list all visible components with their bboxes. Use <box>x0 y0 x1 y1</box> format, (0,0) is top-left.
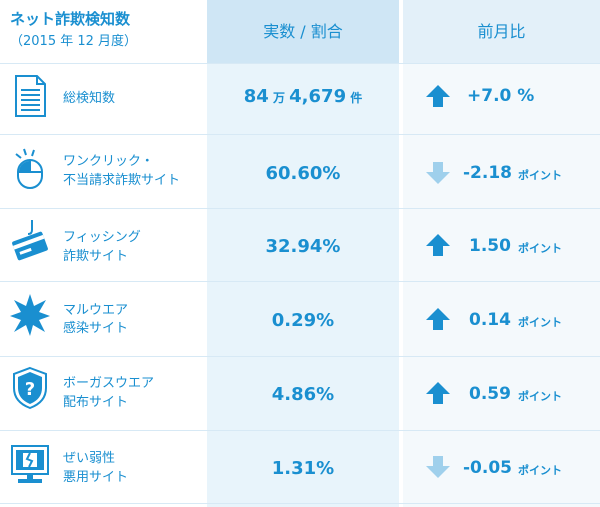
change-unit: ポイント <box>518 390 562 403</box>
change-unit: ポイント <box>518 464 562 477</box>
row-label-line2: 配布サイト <box>63 395 129 410</box>
credit-card-hook-icon <box>10 218 50 262</box>
row-change: 1.50 <box>469 236 511 256</box>
row-value: 0.29% <box>271 310 335 331</box>
row-value: 32.94% <box>265 236 341 257</box>
arrow-down-icon <box>425 161 451 185</box>
divider <box>0 63 600 64</box>
row-label: 総検知数 <box>63 91 116 106</box>
mouse-click-icon <box>10 146 50 190</box>
row-change: -0.05 <box>463 458 512 478</box>
change-unit: ポイント <box>518 169 562 182</box>
arrow-up-icon <box>425 381 451 405</box>
divider <box>0 281 600 282</box>
divider <box>0 356 600 357</box>
arrow-up-icon <box>425 307 451 331</box>
arrow-up-icon <box>425 233 451 257</box>
row-value: 4.86% <box>271 384 335 405</box>
row-value: 60.60% <box>265 163 341 184</box>
arrow-down-icon <box>425 455 451 479</box>
row-label-line2: 悪用サイト <box>63 470 129 485</box>
value-column <box>207 0 399 507</box>
broken-monitor-icon <box>10 442 50 486</box>
row-value: 1.31% <box>271 458 335 479</box>
row-change: 0.59 <box>469 384 511 404</box>
change-header-bg <box>403 0 600 63</box>
malware-burst-icon <box>10 292 50 336</box>
value-column-header: 実数 / 割合 <box>263 22 343 41</box>
row-change: -2.18 <box>463 163 512 183</box>
document-icon <box>10 74 50 118</box>
change-column-header: 前月比 <box>477 22 526 41</box>
divider <box>0 208 600 209</box>
row-label-line1: ワンクリック・ <box>63 154 154 169</box>
shield-question-icon: ? <box>10 366 50 410</box>
row-label-line2: 詐欺サイト <box>63 249 129 264</box>
arrow-up-icon <box>425 84 451 108</box>
row-label-line2: 不当請求詐欺サイト <box>63 173 181 188</box>
row-label-line1: マルウエア <box>63 303 129 318</box>
divider <box>0 134 600 135</box>
table-title: ネット詐欺検知数 <box>10 10 131 28</box>
divider <box>0 503 600 504</box>
row-label-line1: ボーガスウエア <box>63 376 155 391</box>
row-change: 0.14 <box>469 310 511 330</box>
value-header-bg <box>207 0 399 63</box>
row-change: +7.0 % <box>467 86 535 106</box>
change-unit: ポイント <box>518 316 562 329</box>
divider <box>0 430 600 431</box>
change-unit: ポイント <box>518 242 562 255</box>
table-subtitle: （2015 年 12 月度） <box>10 34 138 49</box>
row-label-line1: ぜい弱性 <box>63 451 116 466</box>
row-label-line1: フィッシング <box>63 230 141 245</box>
row-label-line2: 感染サイト <box>63 321 129 336</box>
svg-text:?: ? <box>25 379 35 400</box>
row-value: 84 万 4,679 件 <box>243 86 363 107</box>
